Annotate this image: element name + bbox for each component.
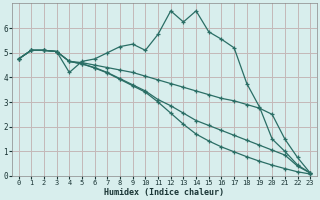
X-axis label: Humidex (Indice chaleur): Humidex (Indice chaleur): [104, 188, 224, 197]
